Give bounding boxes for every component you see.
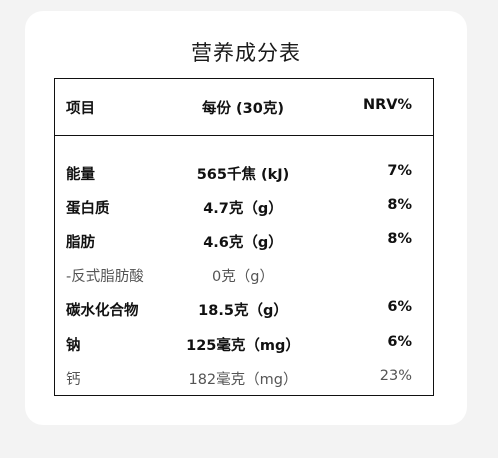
row-nrv: 23% (379, 368, 412, 384)
row-amount: 125毫克（mg） (186, 338, 300, 354)
row-nrv: 7% (387, 163, 412, 179)
row-name: 能量 (66, 167, 95, 183)
table-row-trans-fat: -反式脂肪酸 0克（g） (55, 260, 433, 290)
row-nrv: 8% (387, 231, 412, 247)
row-amount: 182毫克（mg） (188, 372, 298, 388)
row-name: 碳水化合物 (66, 303, 139, 319)
row-name: 蛋白质 (66, 201, 110, 217)
row-nrv: 6% (387, 334, 412, 350)
header-amount: 每份 (30克) (202, 101, 284, 117)
row-amount: 4.6克（g） (203, 235, 283, 251)
table-row-sodium: 钠 125毫克（mg） 6% (55, 329, 433, 359)
row-amount: 565千焦 (kJ) (196, 167, 290, 183)
table-row-protein: 蛋白质 4.7克（g） 8% (55, 192, 433, 222)
row-amount: 4.7克（g） (203, 201, 283, 217)
page-title: 营养成分表 (191, 41, 301, 65)
table-row-carbohydrate: 碳水化合物 18.5克（g） 6% (55, 294, 433, 324)
table-header: 项目 每份 (30克) NRV% (55, 79, 433, 136)
row-nrv: 6% (387, 299, 412, 315)
table-row-calcium: 钙 182毫克（mg） 23% (55, 363, 433, 393)
nutrition-table: 项目 每份 (30克) NRV% 能量 565千焦 (kJ) 7% 蛋白质 4.… (54, 78, 434, 396)
row-amount: 0克（g） (212, 269, 274, 285)
header-item: 项目 (66, 101, 95, 117)
table-row-energy: 能量 565千焦 (kJ) 7% (55, 158, 433, 188)
row-name: 钠 (66, 338, 81, 354)
row-name: 脂肪 (66, 235, 95, 251)
row-amount: 18.5克（g） (198, 303, 288, 319)
header-nrv: NRV% (362, 97, 412, 113)
row-nrv: 8% (387, 197, 412, 213)
row-name: 钙 (66, 372, 81, 388)
nutrition-card: 营养成分表 项目 每份 (30克) NRV% 能量 565千焦 (kJ) 7% … (25, 11, 467, 425)
table-row-fat: 脂肪 4.6克（g） 8% (55, 226, 433, 256)
row-name: -反式脂肪酸 (66, 269, 144, 285)
